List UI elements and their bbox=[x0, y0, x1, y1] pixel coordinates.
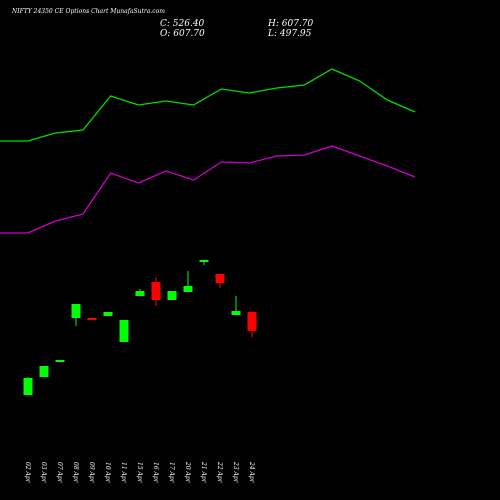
x-tick-label: 17 Apr bbox=[168, 462, 175, 484]
x-tick-label: 22 Apr bbox=[216, 461, 223, 484]
x-tick-label: 09 Apr bbox=[88, 462, 95, 484]
x-tick-label: 02 Apr bbox=[24, 462, 31, 484]
candle-body bbox=[183, 285, 193, 292]
x-tick-label: 20 Apr bbox=[184, 461, 191, 484]
candle-body bbox=[215, 274, 225, 284]
x-tick-label: 08 Apr bbox=[72, 462, 79, 484]
x-tick-label: 03 Apr bbox=[40, 462, 47, 484]
ohlc-low: L: 497.95 bbox=[267, 29, 312, 39]
x-tick-label: 16 Apr bbox=[152, 462, 159, 484]
x-tick-label: 15 Apr bbox=[136, 462, 143, 484]
x-tick-label: 21 Apr bbox=[200, 461, 207, 484]
indicator-line bbox=[0, 145, 416, 234]
candle-body bbox=[23, 377, 33, 396]
candle-body bbox=[103, 312, 113, 316]
candle-body bbox=[231, 311, 241, 315]
x-tick-label: 07 Apr bbox=[56, 462, 63, 484]
ohlc-open: O: 607.70 bbox=[160, 29, 205, 39]
candle-body bbox=[247, 311, 257, 331]
candle-body bbox=[135, 291, 145, 297]
candle-body bbox=[71, 304, 81, 319]
candle-body bbox=[167, 291, 177, 300]
x-tick-label: 11 Apr bbox=[120, 462, 127, 484]
x-tick-label: 23 Apr bbox=[232, 461, 239, 484]
candle-body bbox=[39, 366, 49, 377]
candle-body bbox=[55, 360, 65, 362]
x-tick-label: 24 Apr bbox=[248, 461, 255, 484]
candle-body bbox=[87, 318, 97, 320]
chart-title: NIFTY 24350 CE Options Chart MunafaSutra… bbox=[11, 8, 165, 15]
ohlc-close: C: 526.40 bbox=[160, 19, 205, 29]
candle-body bbox=[151, 282, 161, 300]
x-tick-label: 10 Apr bbox=[104, 462, 111, 484]
candle-body bbox=[199, 260, 209, 263]
indicator-line bbox=[0, 68, 416, 142]
candle-body bbox=[119, 319, 129, 342]
ohlc-high: H: 607.70 bbox=[267, 19, 314, 29]
